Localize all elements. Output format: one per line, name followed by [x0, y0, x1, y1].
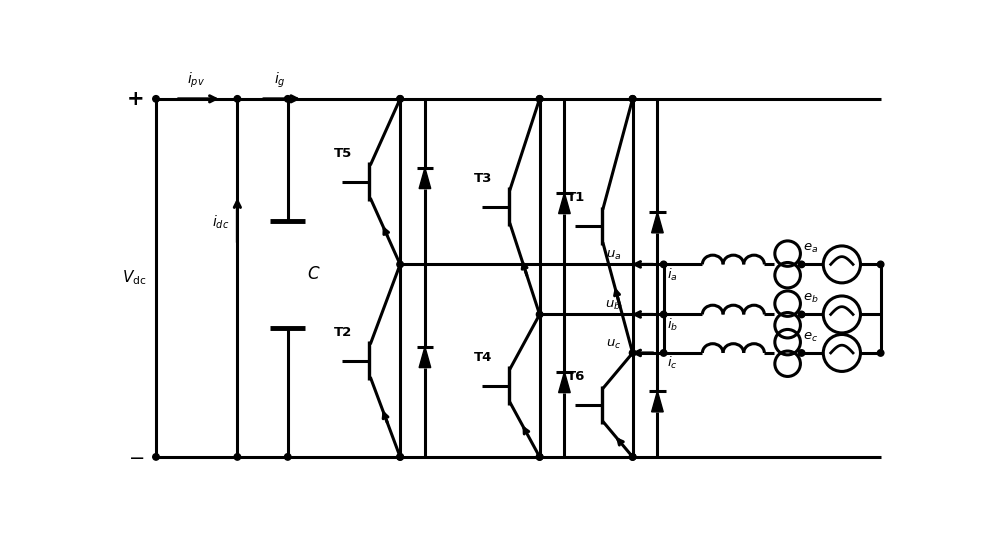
Circle shape	[660, 350, 667, 356]
Circle shape	[629, 96, 636, 102]
Circle shape	[397, 96, 403, 102]
Text: $i_{pv}$: $i_{pv}$	[187, 71, 205, 90]
Circle shape	[153, 454, 159, 460]
Text: $i_a$: $i_a$	[667, 267, 677, 283]
Text: $u_c$: $u_c$	[606, 338, 621, 350]
Circle shape	[660, 261, 667, 268]
Polygon shape	[419, 168, 431, 188]
Circle shape	[660, 311, 667, 318]
Text: $u_a$: $u_a$	[606, 249, 621, 262]
Polygon shape	[419, 347, 431, 368]
Circle shape	[153, 96, 159, 102]
Circle shape	[536, 454, 543, 460]
Circle shape	[397, 454, 403, 460]
Polygon shape	[559, 372, 570, 393]
Circle shape	[397, 96, 403, 102]
Text: T4: T4	[474, 351, 492, 364]
Circle shape	[397, 454, 403, 460]
Circle shape	[536, 311, 543, 318]
Circle shape	[536, 96, 543, 102]
Text: T6: T6	[567, 370, 585, 384]
Text: T2: T2	[334, 326, 352, 339]
Circle shape	[629, 454, 636, 460]
Circle shape	[536, 96, 543, 102]
Circle shape	[629, 96, 636, 102]
Text: T5: T5	[334, 147, 352, 160]
Circle shape	[284, 96, 291, 102]
Text: $i_g$: $i_g$	[274, 71, 286, 90]
Circle shape	[536, 454, 543, 460]
Circle shape	[877, 350, 884, 356]
Text: $V_{\rm dc}$: $V_{\rm dc}$	[122, 269, 147, 287]
Polygon shape	[559, 193, 570, 213]
Text: $-$: $-$	[128, 447, 144, 467]
Polygon shape	[652, 391, 663, 412]
Circle shape	[798, 261, 805, 268]
Circle shape	[629, 350, 636, 356]
Text: $i_c$: $i_c$	[667, 355, 677, 371]
Text: T3: T3	[474, 172, 492, 185]
Text: $e_a$: $e_a$	[803, 242, 818, 255]
Circle shape	[234, 96, 241, 102]
Text: $u_b$: $u_b$	[605, 299, 621, 312]
Text: $i_b$: $i_b$	[667, 317, 678, 333]
Circle shape	[877, 261, 884, 268]
Circle shape	[234, 454, 241, 460]
Text: T1: T1	[567, 192, 585, 204]
Text: $e_b$: $e_b$	[803, 292, 819, 305]
Circle shape	[798, 350, 805, 356]
Circle shape	[284, 454, 291, 460]
Circle shape	[798, 311, 805, 318]
Circle shape	[629, 454, 636, 460]
Polygon shape	[652, 212, 663, 233]
Text: +: +	[127, 89, 144, 109]
Text: $e_c$: $e_c$	[803, 331, 818, 343]
Circle shape	[397, 261, 403, 268]
Text: $i_{dc}$: $i_{dc}$	[212, 213, 230, 231]
Text: C: C	[308, 265, 319, 283]
